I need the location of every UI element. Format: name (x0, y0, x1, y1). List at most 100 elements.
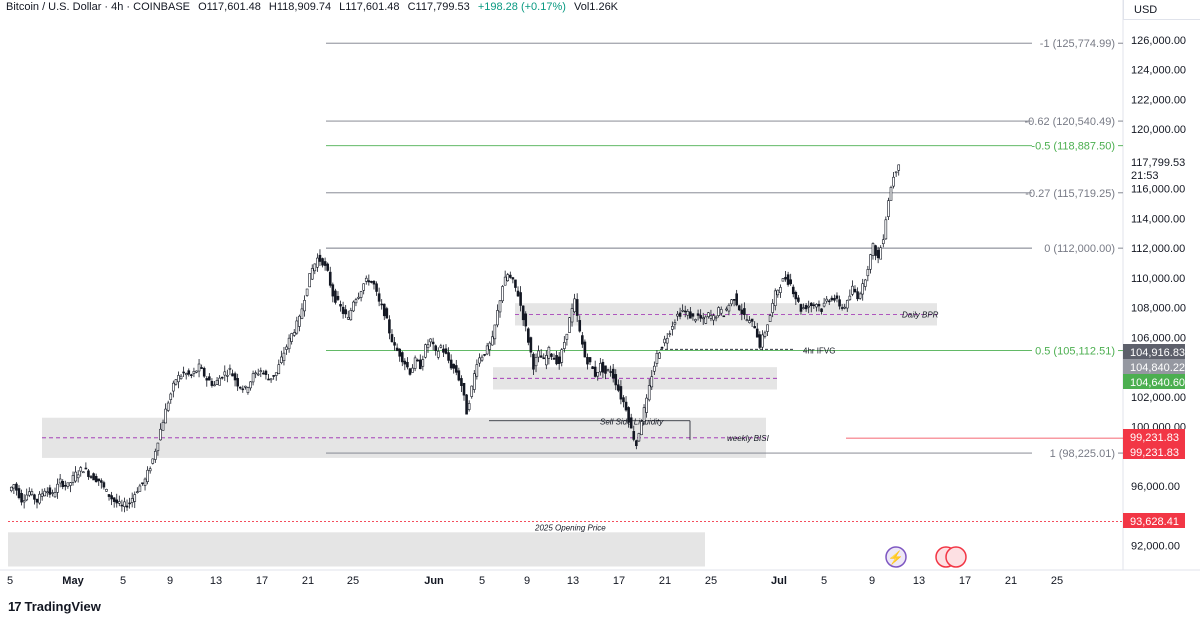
candle-body (449, 359, 453, 369)
candle-body (779, 287, 782, 293)
candle-body (532, 353, 535, 370)
candle-body (220, 376, 224, 379)
candle-body (802, 307, 805, 309)
candle-body (190, 374, 193, 376)
candle-body (123, 501, 126, 507)
candle-body (154, 451, 157, 460)
candle-body (228, 367, 232, 370)
candle-body (282, 352, 286, 361)
candle-body (233, 373, 237, 381)
time-tick-label: 5 (479, 575, 485, 587)
candle-body (699, 315, 702, 319)
candle-body (727, 304, 731, 312)
candle-body (244, 385, 247, 388)
candle-body (125, 505, 129, 508)
candle-body (462, 382, 466, 396)
candle-body (418, 359, 422, 370)
candle-body (617, 384, 620, 391)
candle-body (218, 377, 221, 386)
candle-body (606, 369, 610, 372)
candle-body (655, 352, 659, 364)
time-tick-label: 17 (959, 575, 971, 587)
candle-body (12, 484, 16, 489)
candle-body (76, 474, 80, 479)
candle-body (622, 397, 625, 403)
candle-body (97, 478, 101, 482)
candle-body (61, 481, 65, 488)
candle-body (290, 333, 293, 342)
candle-body (303, 300, 306, 312)
tradingview-logo[interactable]: 17 TradingView (8, 599, 101, 614)
candle-body (503, 276, 507, 286)
candle-body (346, 317, 350, 320)
tradingview-logo-text: TradingView (24, 599, 101, 614)
candle-body (246, 387, 250, 393)
candle-body (195, 370, 198, 373)
candle-body (310, 268, 314, 280)
price-tick-label: 116,000.00 (1131, 184, 1185, 196)
candle-body (236, 378, 239, 387)
candle-body (416, 359, 420, 362)
candle-body (89, 476, 93, 478)
price-tick-label: 108,000.00 (1131, 303, 1186, 315)
candle-body (858, 293, 862, 299)
candle-body (51, 492, 54, 494)
candle-body (565, 333, 569, 340)
candle-body (272, 375, 275, 377)
candle-body (694, 319, 697, 322)
candle-body (737, 305, 741, 311)
price-tag-label: 104,916.83 (1130, 347, 1185, 359)
candle-body (611, 368, 615, 379)
candle-body (671, 326, 674, 330)
candle-body (300, 308, 304, 319)
candle-body (285, 346, 288, 350)
candle-body (259, 370, 263, 372)
candle-body (635, 440, 638, 447)
candle-body (362, 283, 365, 291)
candle-body (619, 386, 623, 400)
candle-body (673, 322, 677, 325)
candle-body (349, 310, 353, 321)
candle-body (781, 278, 785, 282)
candle-body (825, 298, 828, 302)
candle-body (25, 494, 29, 501)
candle-body (411, 367, 414, 373)
candle-body (789, 279, 792, 285)
fib-level-label: 0 (112,000.00) (1044, 243, 1115, 255)
candle-body (771, 302, 774, 313)
candle-body (424, 344, 427, 358)
candle-body (210, 381, 214, 386)
candle-body (815, 304, 818, 308)
candle-body (436, 350, 440, 358)
candle-body (205, 378, 209, 381)
candle-body (202, 367, 206, 377)
candle-body (382, 303, 386, 317)
candle-body (755, 328, 759, 338)
candle-body (521, 305, 525, 321)
candle-body (398, 348, 401, 357)
candle-body (637, 433, 641, 442)
candle-body (102, 482, 106, 488)
candle-body (45, 491, 49, 494)
candle-body (822, 302, 826, 307)
candle-body (326, 263, 329, 271)
fib-level-label: -0.62 (120,540.49) (1024, 116, 1115, 128)
candle-body (249, 381, 252, 389)
candle-body (627, 407, 630, 423)
candle-body (370, 280, 373, 283)
candle-body (393, 342, 396, 346)
open-value: O117,601.48 (198, 1, 261, 13)
candle-body (151, 458, 155, 464)
candle-body (403, 360, 407, 365)
candle-body (442, 348, 445, 353)
candle-body (112, 497, 116, 502)
lightning-glyph-icon: ⚡ (888, 550, 904, 566)
candle-body (56, 483, 59, 493)
candle-body (390, 334, 394, 343)
candle-body (609, 371, 612, 373)
time-tick-label: 17 (256, 575, 268, 587)
candle-body (851, 285, 854, 295)
candle-body (480, 356, 484, 361)
candle-body (596, 372, 600, 377)
